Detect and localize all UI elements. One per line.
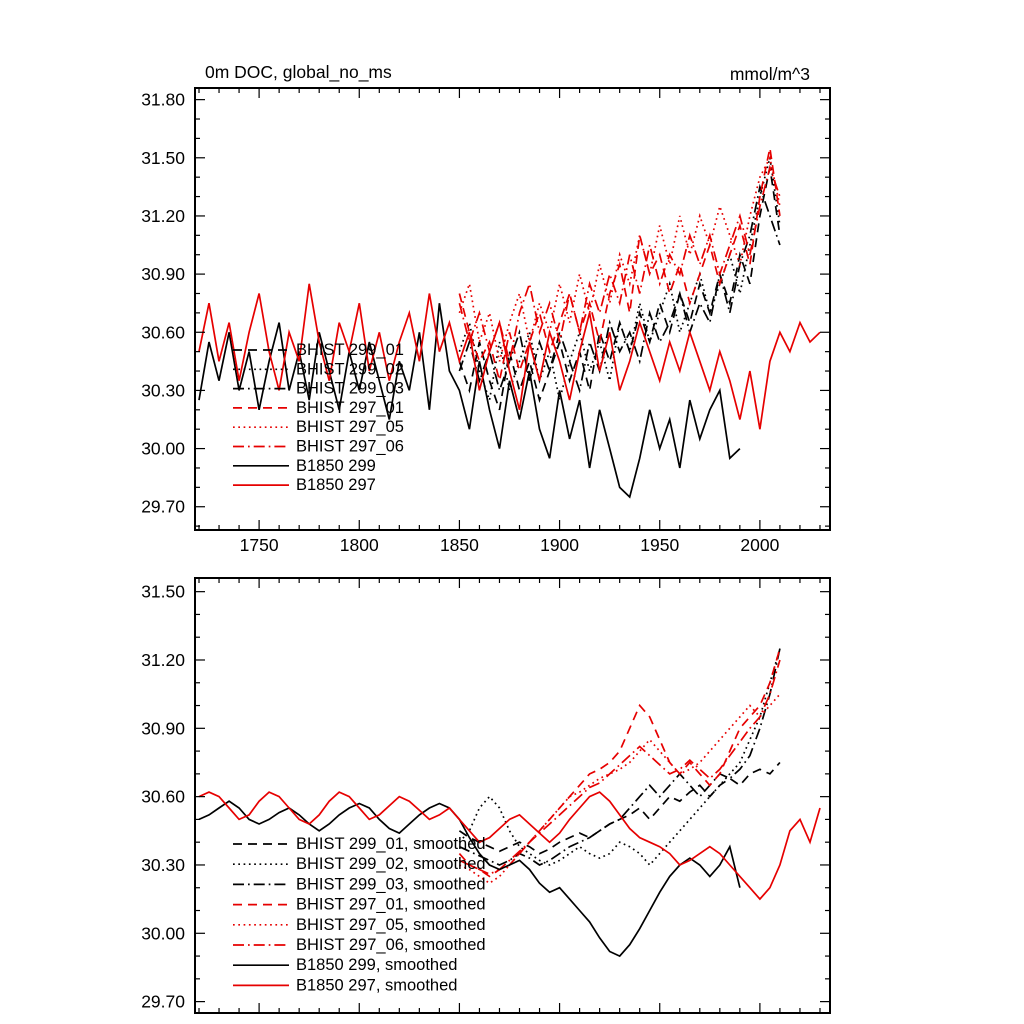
- y-tick-label: 30.90: [141, 718, 185, 738]
- series-line: [198, 791, 821, 901]
- legend-label: B1850 297, smoothed: [296, 976, 457, 994]
- y-tick-label: 31.50: [141, 582, 185, 602]
- units-label: mmol/m^3: [729, 64, 810, 84]
- y-tick-label: 29.70: [141, 497, 185, 517]
- y-tick-label: 30.90: [141, 264, 185, 284]
- series-line: [458, 183, 781, 394]
- y-tick-label: 31.20: [141, 206, 185, 226]
- x-tick-label: 2000: [740, 535, 779, 555]
- y-tick-label: 30.30: [141, 855, 185, 875]
- series-line: [198, 303, 741, 499]
- legend-label: B1850 297: [296, 476, 376, 494]
- legend-label: BHIST 299_03, smoothed: [296, 875, 486, 893]
- series-line: [458, 648, 781, 867]
- series-line: [458, 155, 781, 362]
- x-tick-label: 1750: [240, 535, 279, 555]
- legend-label: B1850 299, smoothed: [296, 956, 457, 974]
- legend-label: BHIST 299_01: [296, 341, 404, 359]
- y-tick-label: 29.70: [141, 992, 185, 1012]
- legend-label: BHIST 297_01, smoothed: [296, 896, 486, 914]
- x-tick-label: 1850: [440, 535, 479, 555]
- legend-label: BHIST 299_02: [296, 360, 404, 378]
- chart-title: 0m DOC, global_no_ms: [205, 62, 392, 82]
- legend-label: BHIST 299_01, smoothed: [296, 835, 486, 853]
- x-tick-label: 1950: [640, 535, 679, 555]
- y-tick-label: 30.00: [141, 439, 185, 459]
- y-tick-label: 31.50: [141, 148, 185, 168]
- legend-label: BHIST 297_05: [296, 418, 404, 436]
- legend-label: BHIST 299_03: [296, 380, 404, 398]
- x-tick-label: 1900: [540, 535, 579, 555]
- panel-0: 29.70 30.00 30.30 30.60 30.90 31.20 31.50 31.80…: [141, 87, 831, 555]
- series-line: [198, 283, 821, 430]
- series-line: [458, 147, 781, 381]
- y-tick-label: 31.80: [141, 90, 185, 110]
- plot-box: [194, 577, 831, 1014]
- x-tick-label: 1800: [340, 535, 379, 555]
- plot-box: [194, 87, 831, 531]
- legend-label: BHIST 297_06, smoothed: [296, 936, 486, 954]
- series-line: [458, 648, 781, 878]
- legend-label: B1850 299: [296, 457, 376, 475]
- series-line: [459, 659, 781, 876]
- legend-label: BHIST 297_01: [296, 399, 404, 417]
- series-line: [458, 761, 781, 855]
- series-line: [458, 167, 781, 411]
- y-tick-label: 30.60: [141, 322, 185, 342]
- y-tick-label: 30.30: [141, 380, 185, 400]
- y-tick-label: 30.60: [141, 787, 185, 807]
- legend-label: BHIST 297_06: [296, 438, 404, 456]
- legend-label: BHIST 299_02, smoothed: [296, 855, 486, 873]
- series-line: [458, 164, 781, 362]
- series-line: [459, 648, 781, 866]
- y-tick-label: 30.00: [141, 923, 185, 943]
- legend-label: BHIST 297_05, smoothed: [296, 916, 486, 934]
- y-tick-label: 31.20: [141, 650, 185, 670]
- panel-1: 29.70 30.00 30.30 30.60 30.90 31.20 31.50 BHIST…: [141, 577, 831, 1014]
